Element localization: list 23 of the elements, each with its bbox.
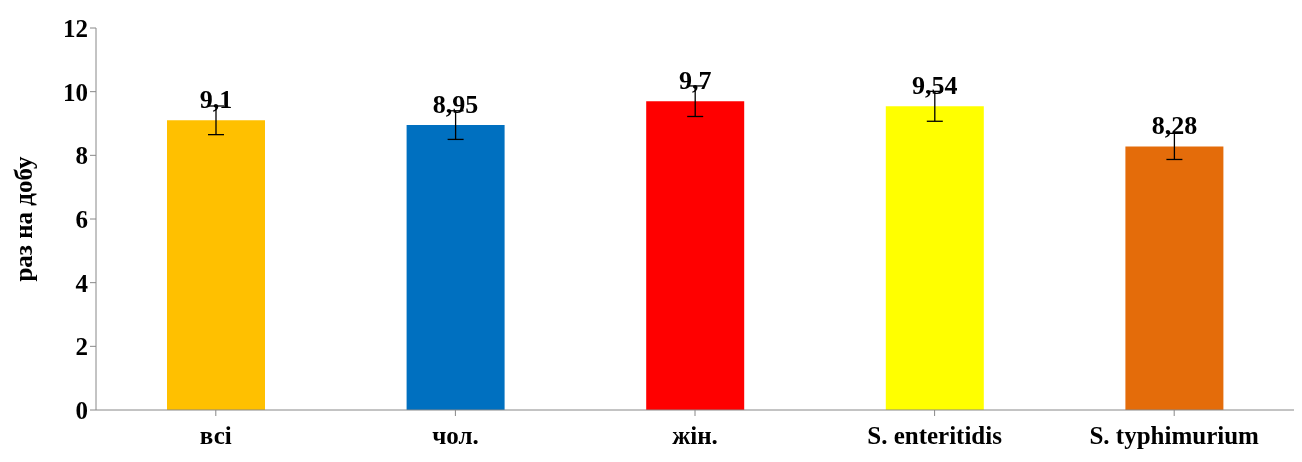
bar (1125, 146, 1224, 410)
y-tick-label: 0 (75, 396, 88, 424)
y-tick-label: 8 (75, 142, 88, 170)
x-tick-label: жін. (672, 421, 718, 449)
bar (885, 106, 984, 410)
bar (167, 120, 265, 410)
x-tick-label: чол. (432, 421, 479, 449)
y-axis-title: раз на добу (9, 155, 37, 282)
y-tick-label: 12 (63, 14, 88, 42)
data-label: 9,54 (912, 71, 958, 101)
bar (646, 101, 745, 410)
data-label: 9,1 (199, 85, 233, 115)
bar (406, 125, 505, 410)
x-tick-label: S. typhimurium (1089, 421, 1260, 449)
y-tick-label: 6 (75, 205, 88, 233)
y-tick-label: 10 (63, 78, 88, 106)
x-tick-label: S. enteritidis (867, 421, 1003, 449)
y-tick-label: 2 (75, 333, 88, 361)
data-label: 8,28 (1151, 111, 1198, 141)
x-tick-label: всі (199, 421, 232, 449)
data-label: 9,7 (678, 66, 712, 96)
y-tick-label: 4 (75, 269, 89, 297)
data-label: 8,95 (432, 90, 479, 120)
